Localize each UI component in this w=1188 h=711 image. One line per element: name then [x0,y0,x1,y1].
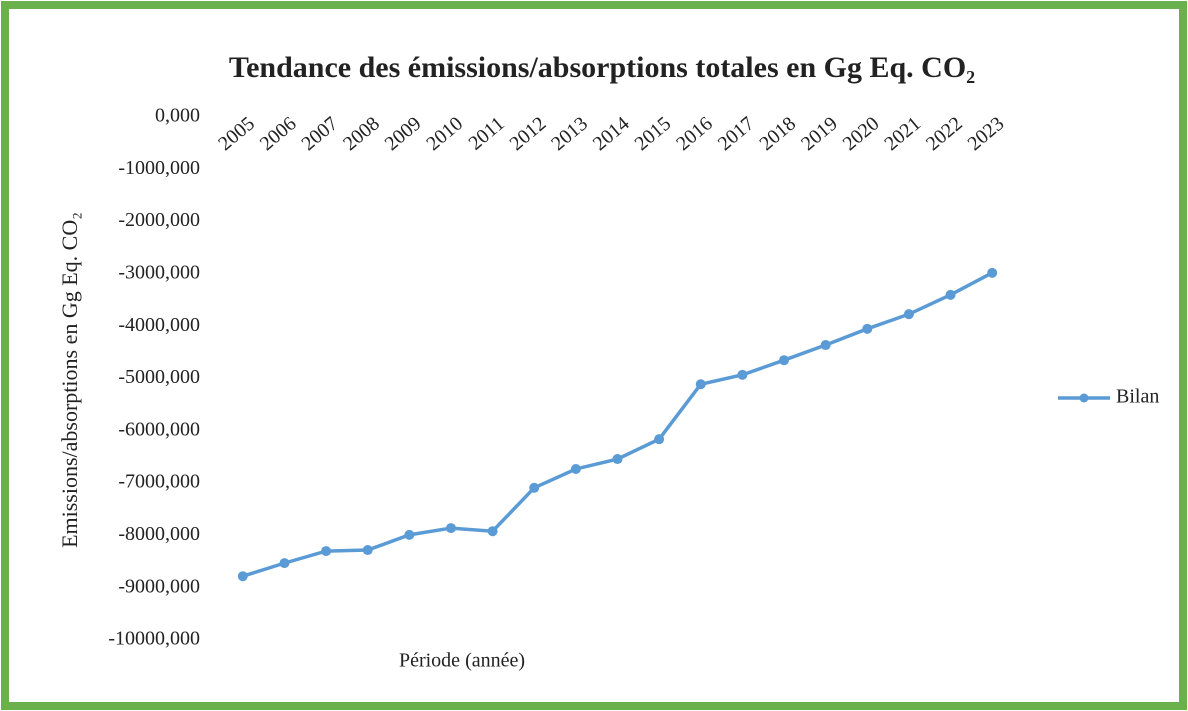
point [862,323,873,334]
point [612,454,623,465]
point [903,309,914,320]
point [487,526,498,537]
point [945,289,956,300]
y-tick-label: -6000,000 [118,418,200,440]
legend-label: Bilan [1116,386,1159,408]
y-tick-label: -2000,000 [118,209,200,231]
point [404,529,415,540]
point [362,545,373,556]
point [987,267,998,278]
point [654,434,665,445]
point [570,463,581,474]
point [695,379,706,390]
y-tick-label: -8000,000 [118,523,200,545]
point [445,523,456,534]
point [279,558,290,569]
point [779,355,790,366]
y-tick-label: 0,000 [155,105,200,127]
point [529,482,540,493]
y-tick-label: -7000,000 [118,471,200,493]
y-tick-label: -9000,000 [118,575,200,597]
y-tick-label: -3000,000 [118,261,200,283]
legend-marker [1079,393,1089,403]
chart-title: Tendance des émissions/absorptions total… [229,51,975,84]
y-tick-label: -1000,000 [118,157,200,179]
point [820,340,831,351]
point [737,369,748,380]
y-tick-label: -5000,000 [118,366,200,388]
y-tick-label: -4000,000 [118,314,200,336]
y-axis-label: Emissions/absorptions en Gg Eq. CO₂ [57,212,82,548]
x-axis-label: Période (année) [399,650,525,672]
y-tick-label: -10000,000 [108,628,200,650]
point [321,546,332,557]
point [237,571,248,582]
